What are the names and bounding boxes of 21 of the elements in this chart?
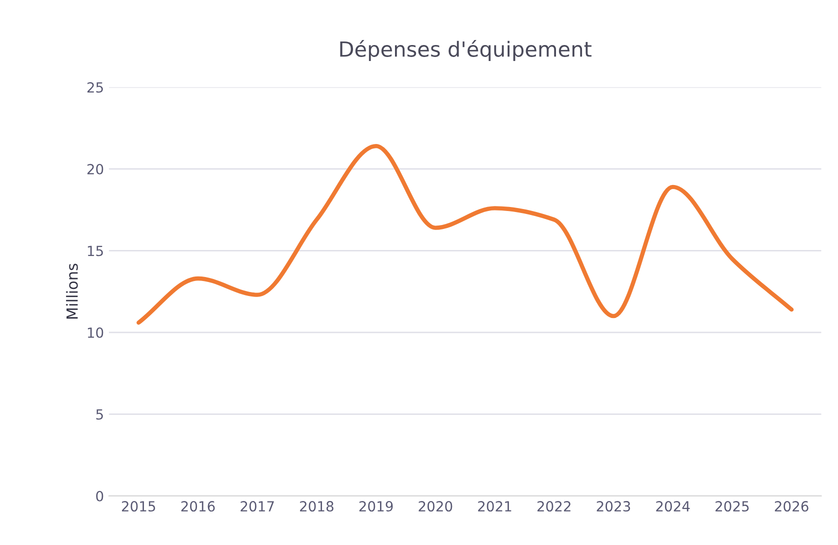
x-tick-label: 2024 (656, 501, 690, 512)
line-series (136, 144, 794, 325)
x-tick-label: 2018 (300, 501, 334, 512)
y-axis-title: Millions (66, 264, 78, 319)
x-tick-label: 2020 (418, 501, 452, 512)
y-tick-label: 20 (87, 164, 104, 174)
x-tick-label: 2015 (122, 501, 156, 512)
y-tick-label: 10 (88, 327, 104, 338)
y-tick-label: 0 (96, 490, 104, 502)
chart-title: Dépenses d'équipement (340, 40, 592, 61)
x-tick-label: 2019 (359, 501, 393, 512)
x-tick-label: 2016 (181, 501, 215, 512)
x-tick-label: 2025 (716, 501, 749, 512)
y-tick-label: 5 (96, 409, 103, 420)
x-tick-label: 2023 (596, 501, 630, 512)
y-tick-label: 15 (88, 246, 103, 256)
x-tick-label: 2021 (478, 501, 512, 512)
x-tick-label: 2017 (240, 501, 274, 512)
y-tick-label: 25 (87, 82, 103, 93)
x-tick-label: 2026 (774, 501, 808, 512)
x-tick-label: 2022 (537, 501, 570, 512)
